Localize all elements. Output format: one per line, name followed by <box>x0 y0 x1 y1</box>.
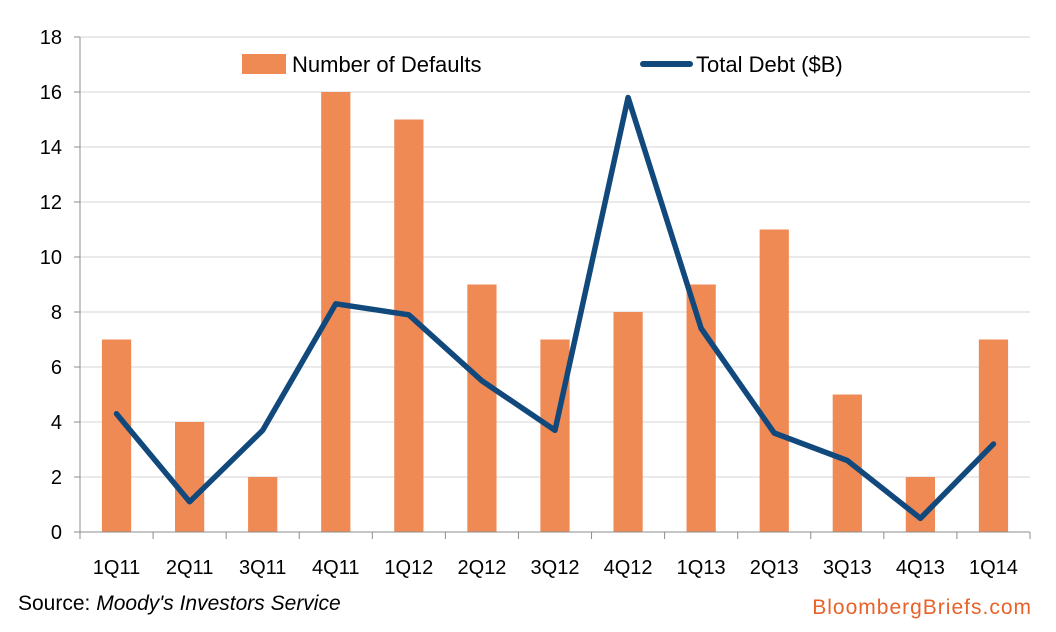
bar <box>978 339 1009 532</box>
bar <box>321 92 351 532</box>
x-tick-label: 1Q13 <box>677 557 726 579</box>
gridlines <box>80 36 1030 478</box>
source-label: Source: <box>18 592 91 615</box>
legend-swatch-bar <box>242 54 286 74</box>
y-tick-label: 2 <box>51 467 62 489</box>
y-axis-ticks: 0 2 4 6 8 10 12 14 16 18 <box>40 27 62 544</box>
y-tick-label: 12 <box>40 192 62 214</box>
line-series <box>113 94 997 522</box>
source-note: Source: Moody's Investors Service <box>18 592 341 616</box>
y-tick-label: 14 <box>40 137 62 159</box>
y-tick-label: 10 <box>40 247 62 269</box>
legend-label-bar: Number of Defaults <box>292 52 482 77</box>
x-tick-label: 1Q14 <box>969 557 1018 579</box>
y-tick-label: 4 <box>51 412 62 434</box>
line-path <box>113 94 997 522</box>
y-tick-label: 18 <box>40 27 62 49</box>
x-axis-ticks: 1Q11 2Q11 3Q11 4Q11 1Q12 2Q12 3Q12 4Q12 1Q13 2Q13… <box>93 557 1018 579</box>
x-tick-label: 2Q13 <box>750 557 799 579</box>
x-tick-label: 3Q12 <box>531 557 580 579</box>
x-tick-label: 2Q12 <box>457 557 506 579</box>
bar <box>248 477 278 532</box>
bar <box>101 339 132 532</box>
bar <box>540 339 570 532</box>
y-tick-label: 8 <box>51 302 62 324</box>
y-tick-label: 6 <box>51 357 62 379</box>
legend-label-line: Total Debt ($B) <box>696 52 843 77</box>
bar <box>175 422 205 532</box>
source-name: Moody's Investors Service <box>96 592 341 615</box>
x-tick-label: 4Q13 <box>896 557 945 579</box>
y-tick-label: 0 <box>51 522 62 544</box>
chart: 0 2 4 6 8 10 12 14 16 18 1Q11 2Q11 3Q11 4Q11 1Q12 2Q12… <box>40 27 1031 579</box>
x-tick-label: 4Q11 <box>312 557 359 579</box>
x-tick-label: 1Q12 <box>384 557 433 579</box>
brand-watermark: BloombergBriefs.com <box>812 596 1032 619</box>
bar <box>467 284 497 532</box>
bar-series <box>101 92 1009 532</box>
x-tick-label: 2Q11 <box>166 557 213 579</box>
axes <box>74 36 1031 539</box>
bar <box>759 229 789 532</box>
legend: Number of Defaults Total Debt ($B) <box>242 52 843 77</box>
x-tick-label: 4Q12 <box>604 557 653 579</box>
y-tick-label: 16 <box>40 82 62 104</box>
x-tick-label: 1Q11 <box>93 557 140 579</box>
x-tick-label: 3Q11 <box>239 557 286 579</box>
x-tick-label: 3Q13 <box>823 557 872 579</box>
bar <box>613 312 643 532</box>
